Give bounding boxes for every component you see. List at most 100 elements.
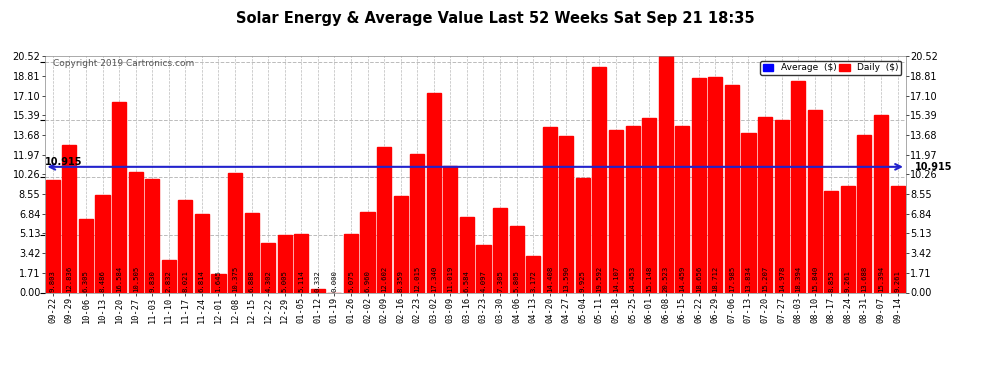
Bar <box>708 77 723 292</box>
Bar <box>626 126 640 292</box>
Bar <box>559 136 573 292</box>
Text: 6.814: 6.814 <box>199 270 205 292</box>
Text: 15.840: 15.840 <box>812 266 818 292</box>
Bar <box>510 226 524 292</box>
Bar <box>609 130 623 292</box>
Bar <box>79 219 93 292</box>
Text: 10.915: 10.915 <box>45 157 82 167</box>
Bar <box>245 213 258 292</box>
Text: 14.459: 14.459 <box>679 266 685 292</box>
Text: 12.015: 12.015 <box>414 266 420 292</box>
Text: 15.148: 15.148 <box>646 266 652 292</box>
Text: 11.019: 11.019 <box>447 266 453 292</box>
Text: 12.602: 12.602 <box>381 266 387 292</box>
Bar <box>62 145 76 292</box>
Text: 18.394: 18.394 <box>795 266 801 292</box>
Text: 4.302: 4.302 <box>265 270 271 292</box>
Text: 17.985: 17.985 <box>729 266 735 292</box>
Bar <box>526 256 541 292</box>
Bar <box>774 120 789 292</box>
Bar <box>195 214 209 292</box>
Text: 14.408: 14.408 <box>546 266 552 292</box>
Text: 18.712: 18.712 <box>713 266 719 292</box>
Bar <box>791 81 805 292</box>
Text: 8.021: 8.021 <box>182 270 188 292</box>
Text: 2.832: 2.832 <box>165 270 172 292</box>
Bar <box>857 135 871 292</box>
Bar <box>493 209 507 292</box>
Legend: Average  ($), Daily  ($): Average ($), Daily ($) <box>760 61 901 75</box>
Bar <box>643 118 656 292</box>
Text: 9.803: 9.803 <box>50 270 55 292</box>
Bar <box>592 67 607 292</box>
Bar <box>294 234 308 292</box>
Bar <box>377 147 391 292</box>
Bar <box>212 273 226 292</box>
Text: 9.925: 9.925 <box>580 270 586 292</box>
Bar <box>112 102 126 292</box>
Bar <box>178 200 192 292</box>
Text: 13.834: 13.834 <box>745 266 751 292</box>
Bar <box>476 245 490 292</box>
Bar <box>692 78 706 292</box>
Bar <box>543 127 556 292</box>
Text: 13.688: 13.688 <box>861 266 867 292</box>
Bar <box>394 196 408 292</box>
Text: 14.107: 14.107 <box>613 266 619 292</box>
Text: 1.645: 1.645 <box>216 270 222 292</box>
Text: 5.075: 5.075 <box>347 270 354 292</box>
Bar <box>46 180 59 292</box>
Bar <box>460 217 474 292</box>
Text: 12.836: 12.836 <box>66 266 72 292</box>
Text: 17.340: 17.340 <box>431 266 437 292</box>
Text: 16.584: 16.584 <box>116 266 122 292</box>
Text: 8.853: 8.853 <box>829 270 835 292</box>
Text: 6.305: 6.305 <box>83 270 89 292</box>
Bar <box>444 166 457 292</box>
Text: 15.207: 15.207 <box>762 266 768 292</box>
Bar <box>874 115 888 292</box>
Text: 6.584: 6.584 <box>464 270 470 292</box>
Text: 10.505: 10.505 <box>133 266 139 292</box>
Bar <box>410 154 425 292</box>
Text: 5.114: 5.114 <box>298 270 304 292</box>
Text: Copyright 2019 Cartronics.com: Copyright 2019 Cartronics.com <box>53 58 194 68</box>
Text: 0.000: 0.000 <box>332 270 338 292</box>
Text: 18.656: 18.656 <box>696 266 702 292</box>
Bar <box>758 117 772 292</box>
Bar <box>658 56 673 292</box>
Text: 20.523: 20.523 <box>662 266 668 292</box>
Bar <box>344 234 358 292</box>
Text: 0.332: 0.332 <box>315 270 321 292</box>
Bar <box>808 110 822 292</box>
Text: 10.375: 10.375 <box>232 266 238 292</box>
Bar <box>675 126 689 292</box>
Text: 9.261: 9.261 <box>895 270 901 292</box>
Bar <box>841 186 855 292</box>
Bar <box>891 186 905 292</box>
Text: 19.592: 19.592 <box>596 266 603 292</box>
Bar <box>311 289 325 292</box>
Text: 3.172: 3.172 <box>531 270 537 292</box>
Text: 4.097: 4.097 <box>480 270 486 292</box>
Text: 9.830: 9.830 <box>149 270 155 292</box>
Bar <box>146 179 159 292</box>
Text: 14.978: 14.978 <box>778 266 785 292</box>
Text: 7.305: 7.305 <box>497 270 503 292</box>
Text: 6.888: 6.888 <box>248 270 254 292</box>
Text: 5.805: 5.805 <box>514 270 520 292</box>
Bar <box>427 93 441 292</box>
Text: 6.960: 6.960 <box>364 270 370 292</box>
Text: 10.915: 10.915 <box>915 162 952 172</box>
Text: Solar Energy & Average Value Last 52 Weeks Sat Sep 21 18:35: Solar Energy & Average Value Last 52 Wee… <box>236 11 754 26</box>
Bar <box>742 133 755 292</box>
Text: 5.005: 5.005 <box>282 270 288 292</box>
Bar <box>228 173 243 292</box>
Text: 13.590: 13.590 <box>563 266 569 292</box>
Text: 15.394: 15.394 <box>878 266 884 292</box>
Bar <box>277 235 292 292</box>
Bar <box>95 195 110 292</box>
Bar <box>360 212 374 292</box>
Bar <box>576 178 590 292</box>
Bar <box>725 86 739 292</box>
